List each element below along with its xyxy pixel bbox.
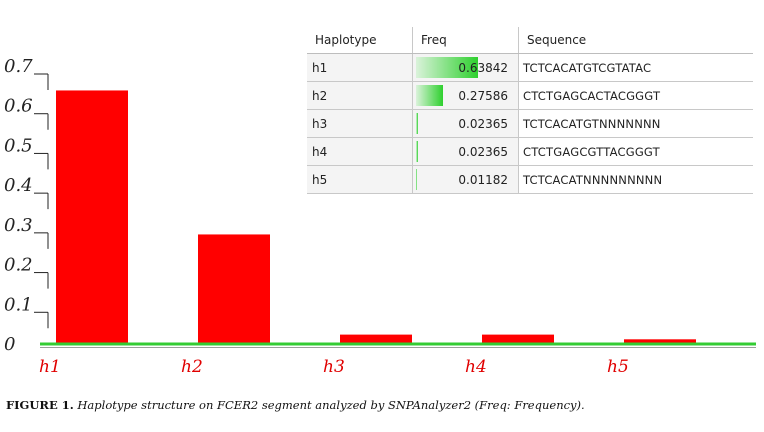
freq-bar bbox=[416, 113, 419, 134]
table-row[interactable]: h4 0.02365 CTCTGAGCGTTACGGGT bbox=[307, 137, 753, 166]
bar-h1[interactable] bbox=[56, 90, 128, 344]
freq-value: 0.01182 bbox=[458, 172, 508, 187]
column-header-freq[interactable]: Freq bbox=[412, 27, 519, 54]
caption-label: FIGURE 1. bbox=[6, 398, 74, 412]
bar-h4[interactable] bbox=[482, 334, 554, 344]
sequence-cell: TCTCACATGTNNNNNNN bbox=[518, 109, 753, 138]
haplotype-cell: h2 bbox=[307, 81, 413, 110]
haplotype-cell: h4 bbox=[307, 137, 413, 166]
haplotype-cell: h3 bbox=[307, 109, 413, 138]
haplotype-cell: h1 bbox=[307, 53, 413, 82]
table-header-row: Haplotype Freq Sequence bbox=[307, 27, 753, 54]
freq-cell: 0.02365 bbox=[412, 109, 519, 138]
y-tick-label: 0.1 bbox=[4, 294, 33, 315]
freq-value: 0.02365 bbox=[458, 144, 508, 159]
freq-cell: 0.01182 bbox=[412, 165, 519, 194]
bar-h5[interactable] bbox=[624, 339, 696, 344]
y-tick-label: 0 bbox=[4, 334, 15, 355]
table-row[interactable]: h5 0.01182 TCTCACATNNNNNNNNN bbox=[307, 165, 753, 194]
x-axis-labels: h1 h2 h3 h4 h5 bbox=[39, 357, 629, 377]
freq-bar bbox=[416, 85, 443, 106]
x-tick-label: h4 bbox=[465, 357, 487, 377]
bars bbox=[56, 90, 696, 344]
freq-bar bbox=[416, 57, 478, 78]
haplotype-table: Haplotype Freq Sequence h1 0.63842 TCTCA… bbox=[307, 27, 753, 194]
y-tick-label: 0.4 bbox=[4, 175, 33, 196]
table-row[interactable]: h3 0.02365 TCTCACATGTNNNNNNN bbox=[307, 109, 753, 138]
table-row[interactable]: h2 0.27586 CTCTGAGCACTACGGGT bbox=[307, 81, 753, 110]
x-tick-label: h5 bbox=[607, 357, 629, 377]
x-tick-label: h2 bbox=[181, 357, 203, 377]
figure-caption: FIGURE 1. Haplotype structure on FCER2 s… bbox=[6, 398, 585, 412]
y-tick-label: 0.7 bbox=[4, 56, 33, 77]
sequence-cell: TCTCACATNNNNNNNNN bbox=[518, 165, 753, 194]
table-row[interactable]: h1 0.63842 TCTCACATGTCGTATAC bbox=[307, 53, 753, 82]
sequence-cell: TCTCACATGTCGTATAC bbox=[518, 53, 753, 82]
haplotype-cell: h5 bbox=[307, 165, 413, 194]
y-tick-label: 0.5 bbox=[4, 135, 33, 156]
haplotype-bar-chart: 0.70.60.50.40.30.20.10 h1 h2 h3 h4 h5 bbox=[4, 56, 756, 377]
sequence-cell: CTCTGAGCGTTACGGGT bbox=[518, 137, 753, 166]
freq-bar bbox=[416, 141, 419, 162]
freq-cell: 0.63842 bbox=[412, 53, 519, 82]
sequence-cell: CTCTGAGCACTACGGGT bbox=[518, 81, 753, 110]
freq-value: 0.02365 bbox=[458, 116, 508, 131]
freq-value: 0.63842 bbox=[458, 60, 508, 75]
column-header-haplotype[interactable]: Haplotype bbox=[307, 27, 413, 54]
freq-bar bbox=[416, 169, 418, 190]
freq-value: 0.27586 bbox=[458, 88, 508, 103]
caption-text: Haplotype structure on FCER2 segment ana… bbox=[77, 398, 585, 412]
freq-cell: 0.02365 bbox=[412, 137, 519, 166]
y-tick-label: 0.6 bbox=[4, 96, 33, 117]
y-tick-label: 0.2 bbox=[4, 255, 33, 276]
freq-cell: 0.27586 bbox=[412, 81, 519, 110]
figure: 0.7 0.6 0.5 0.4 0.3 0.2 0.1 0 h1 h2 h3 h4 h5 Haplot… bbox=[4, 27, 756, 377]
x-tick-label: h3 bbox=[323, 357, 345, 377]
bar-h3[interactable] bbox=[340, 334, 412, 344]
y-tick-label: 0.3 bbox=[4, 215, 33, 236]
x-tick-label: h1 bbox=[39, 357, 61, 377]
column-header-sequence[interactable]: Sequence bbox=[518, 27, 753, 54]
bar-h2[interactable] bbox=[198, 234, 270, 344]
y-axis: 0.7 0.6 0.5 0.4 0.3 0.2 0.1 0 bbox=[4, 56, 49, 355]
